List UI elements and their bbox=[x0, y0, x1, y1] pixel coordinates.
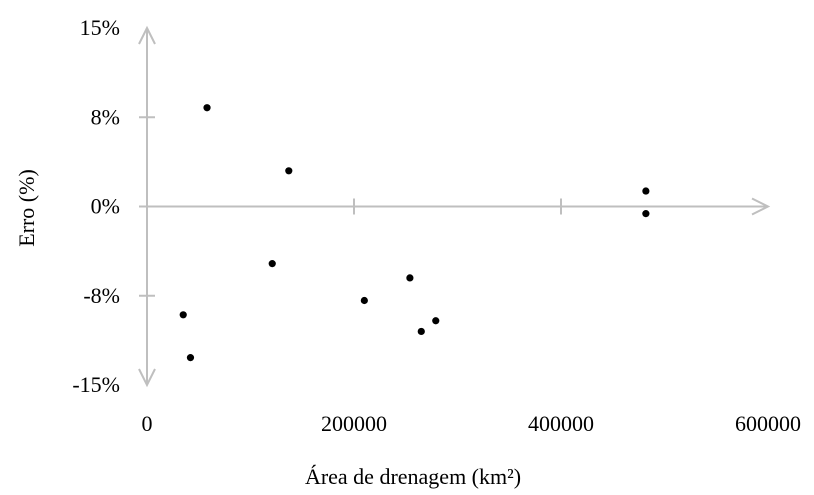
x-tick-label: 0 bbox=[142, 411, 153, 436]
y-tick-label: -15% bbox=[72, 372, 120, 397]
data-point bbox=[432, 317, 440, 325]
x-axis-title: Área de drenagem (km²) bbox=[305, 464, 521, 489]
x-tick-label: 400000 bbox=[528, 411, 594, 436]
tick-labels: 15% 8% 0% -8% -15% 0 200000 400000 600000 bbox=[72, 15, 801, 436]
y-axis-title: Erro (%) bbox=[14, 169, 39, 247]
data-point bbox=[186, 354, 195, 362]
y-axis-arrow-bottom bbox=[138, 368, 156, 388]
y-axis-arrow-top bbox=[138, 25, 156, 45]
x-tick-label: 200000 bbox=[321, 411, 387, 436]
data-point bbox=[203, 104, 211, 112]
y-tick-label: 15% bbox=[80, 15, 120, 40]
data-point bbox=[179, 311, 187, 319]
data-point bbox=[268, 260, 276, 268]
data-point bbox=[406, 274, 414, 282]
data-point bbox=[285, 167, 293, 175]
data-point bbox=[417, 327, 425, 336]
data-point bbox=[642, 210, 650, 218]
x-tick-label: 600000 bbox=[735, 411, 801, 436]
y-tick-label: 8% bbox=[91, 104, 120, 129]
axes bbox=[138, 25, 771, 388]
data-points bbox=[179, 104, 650, 362]
data-point bbox=[642, 187, 650, 195]
y-tick-label: -8% bbox=[83, 283, 120, 308]
y-tick-label: 0% bbox=[91, 194, 120, 219]
x-axis-arrow-right bbox=[751, 197, 771, 216]
tick-marks bbox=[139, 116, 562, 297]
data-point bbox=[360, 296, 368, 305]
